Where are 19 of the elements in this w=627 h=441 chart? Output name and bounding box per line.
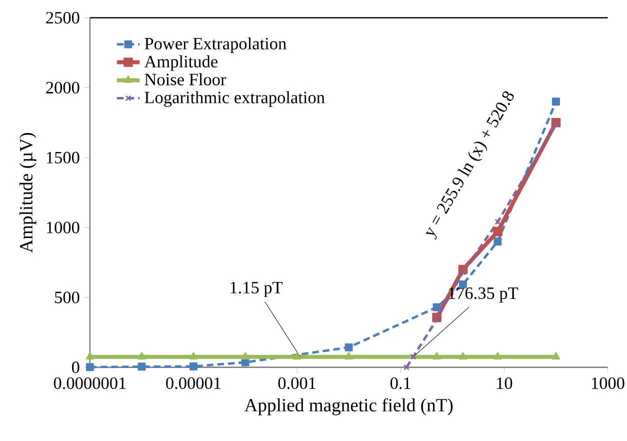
legend-label: Power Extrapolation bbox=[144, 37, 286, 53]
legend-label: Logarithmic extrapolation bbox=[144, 91, 325, 107]
y-axis-title: Amplitude (µV) bbox=[19, 132, 36, 253]
x-tick-label: 10 bbox=[497, 377, 512, 389]
legend-label: Amplitude bbox=[144, 55, 218, 71]
x-tick-label: 0.1 bbox=[390, 377, 410, 390]
x-axis-title: Applied magnetic field (nT) bbox=[244, 398, 453, 416]
annotation: 1.15 pT bbox=[230, 282, 283, 297]
y-tick-label: 1000 bbox=[46, 222, 80, 234]
legend-label: Noise Floor bbox=[144, 73, 226, 86]
x-tick-label: 0.0000001 bbox=[54, 377, 126, 390]
y-tick-label: 0 bbox=[72, 362, 80, 374]
y-tick-label: 1500 bbox=[46, 152, 80, 164]
y-tick-label: 2000 bbox=[46, 82, 80, 94]
x-tick-label: 0.001 bbox=[278, 377, 316, 390]
x-tick-label: 1000 bbox=[592, 377, 624, 389]
y-tick-label: 2500 bbox=[46, 12, 80, 24]
y-tick-label: 500 bbox=[55, 292, 80, 304]
x-tick-label: 0.00001 bbox=[166, 377, 221, 390]
